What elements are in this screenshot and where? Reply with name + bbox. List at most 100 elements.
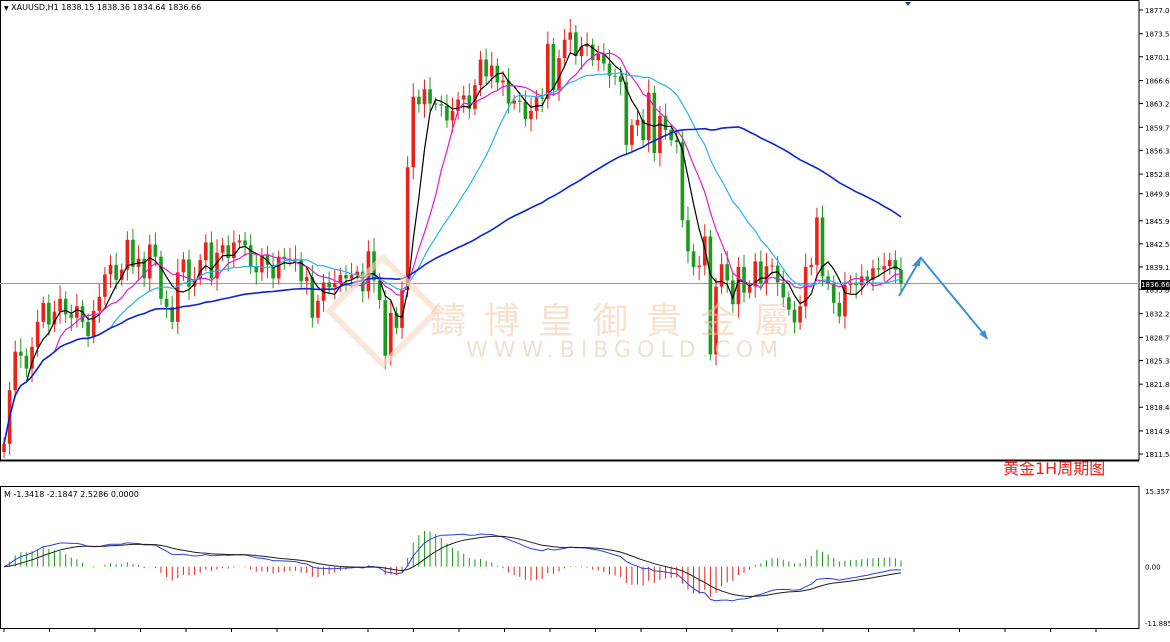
candle-body: [854, 282, 858, 286]
candle-body: [405, 167, 410, 290]
price-label: 1835.80: [1145, 286, 1170, 294]
forecast-arrowhead-up: [912, 256, 921, 266]
candle-body: [445, 105, 449, 121]
candle-body: [809, 264, 814, 267]
candle-body: [41, 302, 46, 322]
candle-body: [372, 251, 376, 281]
candle-body: [103, 274, 107, 297]
candle-body: [400, 289, 404, 328]
candle-body: [630, 125, 634, 145]
candle-body: [344, 275, 348, 279]
candle-body: [304, 277, 309, 282]
candle-body: [91, 310, 96, 337]
candle-body: [75, 306, 79, 318]
candle-body: [517, 100, 522, 102]
candle-body: [411, 96, 416, 168]
candle-body: [534, 97, 539, 112]
candle-body: [456, 99, 460, 112]
candle-body: [478, 59, 483, 86]
forecast-path: [898, 256, 988, 339]
indicator-header: M -1.3418 -2.1847 2.5286 0.0000: [4, 490, 139, 499]
candle-body: [579, 46, 584, 57]
price-label: 1849.90: [1145, 191, 1170, 199]
ma-line: [3, 51, 902, 444]
candle-body: [736, 266, 741, 305]
candle-body: [753, 261, 758, 287]
candle-body: [114, 264, 118, 280]
candle-body: [663, 115, 668, 130]
price-label: 1873.50: [1145, 31, 1170, 39]
candle-body: [613, 75, 617, 77]
watermark-url: WWW.BIBGOLD.COM: [466, 338, 785, 363]
candle-body: [299, 259, 303, 282]
candle-body: [843, 285, 847, 317]
candle-body: [646, 92, 651, 141]
candle-body: [13, 351, 18, 391]
candle-body: [731, 280, 735, 305]
candle-body: [394, 313, 399, 328]
candle-body: [697, 265, 701, 267]
current-price-tag: 1836.66: [1141, 280, 1170, 290]
candle-body: [204, 242, 208, 261]
candle-body: [361, 271, 365, 292]
candle-body: [316, 300, 320, 318]
candle-body: [58, 298, 62, 312]
candle-body: [86, 321, 90, 337]
price-label: 1811.50: [1145, 451, 1170, 459]
candle-body: [815, 217, 819, 265]
candle-body: [198, 260, 203, 280]
price-label: 1866.60: [1145, 77, 1170, 85]
candle-body: [226, 245, 231, 259]
candle-body: [293, 258, 298, 260]
moving-averages-group: [3, 43, 902, 444]
candles-group: [2, 18, 903, 459]
candle-body: [119, 269, 124, 280]
candle-body: [439, 104, 444, 106]
candle-body: [220, 245, 225, 253]
candle-body: [635, 119, 640, 126]
chart-caption: 黄金1H周期图: [1003, 459, 1106, 478]
price-label: 1828.70: [1145, 334, 1170, 342]
price-label: 1832.20: [1145, 311, 1170, 319]
candle-body: [389, 313, 393, 356]
price-label: 1842.50: [1145, 241, 1170, 249]
candle-body: [691, 251, 696, 267]
candle-body: [618, 76, 623, 82]
price-label: 1818.40: [1145, 404, 1170, 412]
indicator-label: -11.8853: [1145, 620, 1170, 628]
price-label: 1821.80: [1145, 381, 1170, 389]
candle-body: [607, 63, 612, 76]
candle-body: [652, 92, 657, 154]
candle-body: [725, 264, 730, 281]
candle-body: [585, 44, 589, 47]
candle-body: [30, 346, 34, 369]
chart-header: ▼ XAUUSD,H1 1838.15 1838.36 1834.64 1836…: [4, 3, 202, 12]
candle-body: [338, 275, 343, 284]
price-label: 1859.70: [1145, 124, 1170, 132]
candle-body: [271, 264, 275, 279]
indicator-label: 0.00: [1145, 564, 1161, 572]
candle-body: [147, 244, 152, 279]
candle-body: [422, 89, 427, 105]
candle-body: [624, 81, 629, 145]
candle-body: [489, 65, 494, 77]
candle-body: [276, 256, 281, 279]
candle-body: [882, 266, 886, 270]
candle-body: [310, 277, 315, 318]
candle-body: [237, 240, 242, 243]
candle-body: [131, 239, 135, 267]
candle-body: [893, 260, 898, 270]
candle-body: [366, 251, 371, 292]
forecast-arrows: [898, 2, 988, 340]
price-label: 1839.10: [1145, 264, 1170, 272]
candle-body: [181, 259, 186, 273]
price-label: 1877.00: [1145, 7, 1170, 15]
candle-body: [876, 268, 881, 270]
candle-body: [602, 54, 606, 64]
candle-body: [52, 311, 57, 325]
watermark-text: 鑄博皇御貴金屬: [430, 301, 809, 342]
candle-body: [332, 283, 337, 288]
candle-body: [467, 95, 472, 109]
candle-body: [551, 43, 556, 90]
